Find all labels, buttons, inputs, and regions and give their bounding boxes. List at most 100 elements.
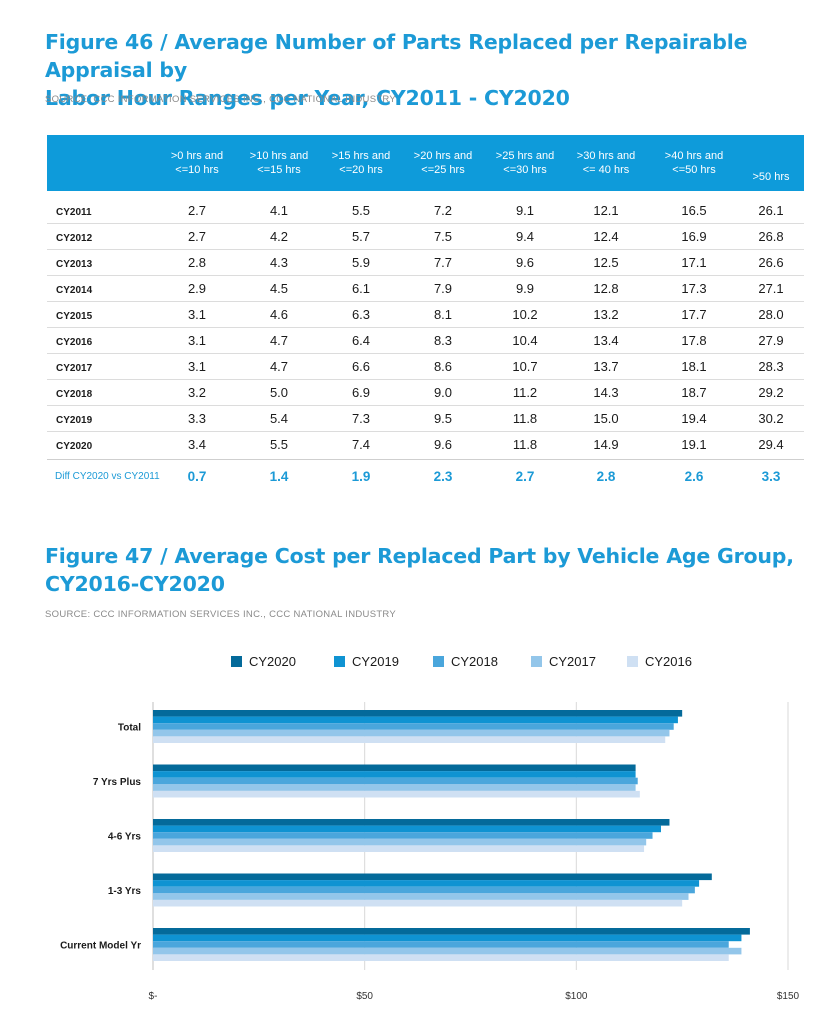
diff-row-label: Diff CY2020 vs CY2011 [55, 471, 160, 482]
figure-47-title-line1: Figure 47 / Average Cost per Replaced Pa… [45, 544, 794, 568]
bar [153, 947, 742, 955]
legend-item: CY2017 [531, 654, 596, 669]
table-cell: 3.3 [187, 411, 207, 426]
table-cell: 8.6 [433, 359, 453, 374]
x-tick-label: $150 [777, 991, 800, 1002]
bar [153, 941, 729, 948]
row-label: CY2017 [56, 363, 93, 374]
table-cell: 10.4 [512, 333, 538, 348]
table-cell: 17.7 [681, 307, 707, 322]
table-cell: 27.1 [758, 281, 784, 296]
category-label: 1-3 Yrs [108, 886, 142, 897]
category-label: Total [118, 723, 141, 734]
table-row: CY2017 3.1 4.7 6.6 8.6 10.7 13.7 18.1 28.3 [47, 354, 804, 380]
table-cell: 9.0 [433, 385, 453, 400]
column-header: >50 hrs [752, 171, 790, 183]
bar [153, 790, 640, 798]
figure-47-source: SOURCE: CCC INFORMATION SERVICES INC., C… [45, 609, 397, 620]
table-row: CY2011 2.7 4.1 5.5 7.2 9.1 12.1 16.5 26.1 [47, 198, 804, 224]
figure-47-title: Figure 47 / Average Cost per Replaced Pa… [45, 542, 794, 598]
table-cell: 7.3 [351, 411, 371, 426]
table-cell: 13.4 [593, 333, 619, 348]
legend-item: CY2016 [627, 654, 692, 669]
bar [153, 764, 636, 772]
table-cell: 19.1 [681, 437, 707, 452]
row-label: CY2011 [56, 207, 92, 218]
table-cell: 12.4 [593, 229, 619, 244]
table-cell: 9.4 [515, 229, 535, 244]
bar [153, 934, 742, 942]
bar [153, 710, 683, 717]
bar [153, 784, 636, 791]
table-row: CY2015 3.1 4.6 6.3 8.1 10.2 13.2 17.7 28.0 [47, 302, 804, 328]
table-row: CY2013 2.8 4.3 5.9 7.7 9.6 12.5 17.1 26.6 [47, 250, 804, 276]
bar [153, 880, 700, 887]
diff-cell: 2.6 [684, 469, 704, 484]
table-body: CY2011 2.7 4.1 5.5 7.2 9.1 12.1 16.5 26.1 CY2012 2… [47, 191, 804, 457]
table-cell: 16.9 [681, 229, 707, 244]
table-cell: 2.9 [187, 281, 207, 296]
bar [153, 893, 689, 900]
column-header: >15 hrs and <=20 hrs [331, 150, 391, 176]
diff-cell: 0.7 [187, 469, 207, 484]
row-label: CY2015 [56, 311, 93, 322]
table-cell: 14.9 [593, 437, 619, 452]
parts-replaced-table: >0 hrs and <=10 hrs >10 hrs and <=15 hrs >15… [47, 135, 804, 490]
diff-cell: 1.4 [269, 469, 289, 484]
table-cell: 6.9 [351, 385, 371, 400]
bar [153, 777, 638, 785]
legend-swatch [627, 656, 638, 667]
table-cell: 19.4 [681, 411, 707, 426]
table-cell: 2.7 [187, 229, 207, 244]
diff-cell: 3.3 [761, 469, 781, 484]
column-header: >25 hrs and <=30 hrs [495, 150, 555, 176]
legend-item: CY2020 [231, 654, 296, 669]
table-cell: 7.5 [433, 229, 453, 244]
table-cell: 6.6 [351, 359, 371, 374]
chart-legend: CY2020 CY2019 CY2018 CY2017 CY2016 [0, 654, 831, 674]
bar [153, 845, 645, 852]
table-cell: 30.2 [758, 411, 784, 426]
table-cell: 4.7 [269, 333, 289, 348]
column-header: >20 hrs and <=25 hrs [413, 150, 473, 176]
table-cell: 2.7 [187, 203, 207, 218]
table-cell: 3.2 [187, 385, 207, 400]
table-cell: 17.1 [681, 255, 707, 270]
diff-row: Diff CY2020 vs CY2011 0.7 1.4 1.9 2.3 2.7 2.8 2… [47, 459, 804, 490]
table-cell: 7.2 [433, 203, 453, 218]
table-cell: 26.1 [758, 203, 784, 218]
table-cell: 9.6 [433, 437, 453, 452]
table-cell: 17.3 [681, 281, 707, 296]
table-cell: 4.6 [269, 307, 289, 322]
table-cell: 29.4 [758, 437, 784, 452]
table-cell: 6.4 [351, 333, 371, 348]
bar [153, 716, 678, 724]
table-cell: 26.8 [758, 229, 784, 244]
table-cell: 12.5 [593, 255, 619, 270]
category-label: 4-6 Yrs [108, 832, 142, 843]
figure-47-title-line2: CY2016-CY2020 [45, 572, 225, 596]
table-cell: 5.0 [269, 385, 289, 400]
row-label: CY2013 [56, 259, 93, 270]
x-tick-label: $100 [565, 991, 588, 1002]
bar [153, 825, 661, 833]
bar [153, 838, 647, 846]
table-cell: 8.3 [433, 333, 453, 348]
legend-label: CY2020 [249, 654, 296, 669]
table-cell: 18.1 [681, 359, 707, 374]
table-cell: 6.1 [351, 281, 371, 296]
table-cell: 4.2 [269, 229, 289, 244]
table-cell: 5.5 [269, 437, 289, 452]
legend-item: CY2018 [433, 654, 498, 669]
table-cell: 7.4 [351, 437, 371, 452]
diff-cell: 2.7 [515, 469, 535, 484]
table-cell: 3.1 [187, 333, 207, 348]
bar [153, 899, 683, 907]
table-cell: 28.3 [758, 359, 784, 374]
table-row: CY2019 3.3 5.4 7.3 9.5 11.8 15.0 19.4 30.2 [47, 406, 804, 432]
table-cell: 9.6 [515, 255, 535, 270]
table-cell: 3.1 [187, 307, 207, 322]
legend-label: CY2018 [451, 654, 498, 669]
table-row: CY2012 2.7 4.2 5.7 7.5 9.4 12.4 16.9 26.8 [47, 224, 804, 250]
table-cell: 7.9 [433, 281, 453, 296]
